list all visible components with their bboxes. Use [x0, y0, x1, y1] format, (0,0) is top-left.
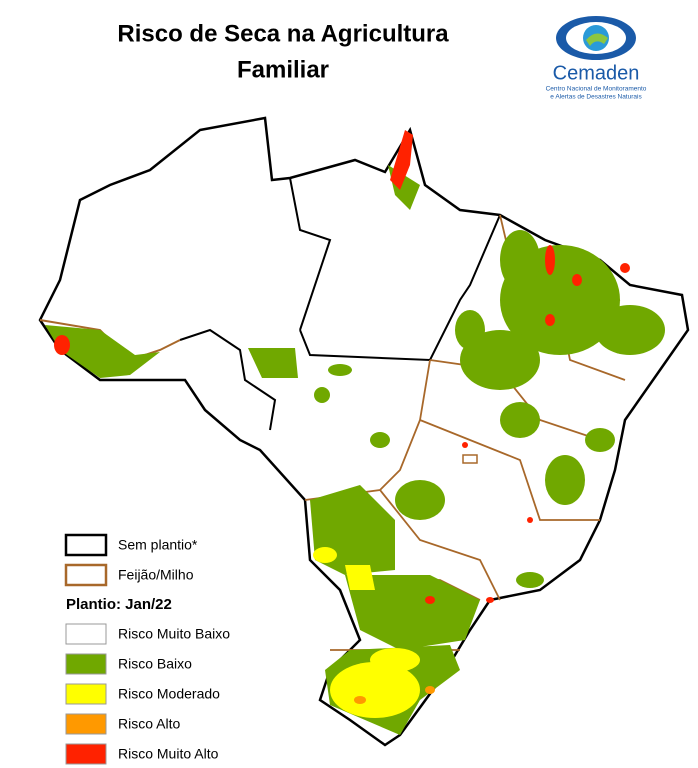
legend-label: Feijão/Milho	[118, 567, 194, 583]
risk-area	[354, 686, 435, 704]
state-border	[289, 177, 332, 331]
federal-district	[462, 454, 478, 464]
logo-subtitle: Centro Nacional de Monitoramento	[546, 86, 647, 93]
legend-label: Risco Muito Baixo	[118, 626, 230, 642]
legend-heading: Plantio: Jan/22	[66, 596, 172, 613]
risk-area	[54, 130, 630, 604]
legend-label: Sem plantio*	[118, 537, 198, 553]
logo-name: Cemaden	[553, 62, 640, 84]
map	[38, 116, 690, 747]
state-border	[299, 214, 501, 362]
legend-swatch	[65, 713, 107, 735]
legend-label: Risco Moderado	[118, 686, 220, 702]
legend-swatch	[65, 743, 107, 765]
title: Familiar	[237, 56, 329, 83]
logo-mark	[586, 33, 608, 46]
legend-label: Risco Baixo	[118, 656, 192, 672]
risk-area	[313, 547, 420, 718]
legend-swatch	[65, 683, 107, 705]
legend-swatch	[65, 623, 107, 645]
legend-swatch	[64, 563, 108, 587]
title: Risco de Seca na Agricultura	[117, 20, 449, 47]
legend-swatch	[64, 533, 108, 557]
logo-subtitle: e Alertas de Desastres Naturais	[550, 94, 642, 101]
logo: Cemaden Centro Nacional de Monitoramento…	[546, 16, 647, 101]
state-border	[179, 328, 277, 431]
legend-swatch	[65, 653, 107, 675]
legend: Sem plantio* Feijão/Milho Plantio: Jan/22 R…	[64, 533, 230, 765]
legend-label: Risco Muito Alto	[118, 746, 219, 762]
legend-label: Risco Alto	[118, 716, 180, 732]
